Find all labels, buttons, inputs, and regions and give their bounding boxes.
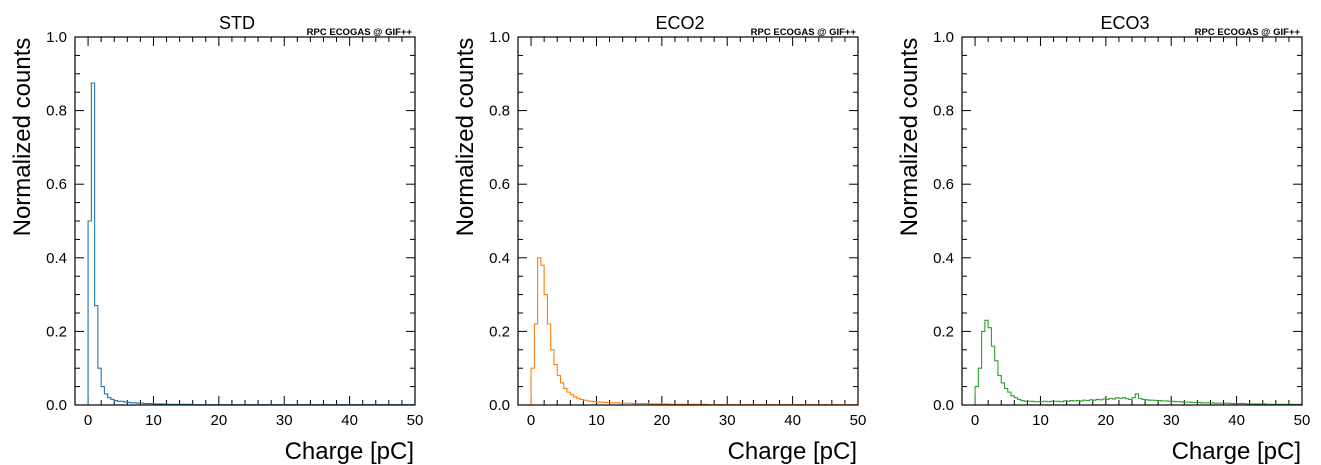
x-tick-label: 10 xyxy=(145,412,162,429)
y-tick-label: 0.8 xyxy=(489,103,510,120)
y-tick-label: 0.0 xyxy=(46,397,67,414)
x-tick-label: 50 xyxy=(407,412,424,429)
tick-layer: 0 10 20 30 40 50 0.0 0.2 0.4 0.6 0.8 1.0 xyxy=(46,29,423,429)
tick-layer: 0 10 20 30 40 50 0.0 0.2 0.4 0.6 0.8 1.0 xyxy=(933,29,1310,429)
panel-title: ECO2 xyxy=(655,13,704,33)
watermark-label: RPC ECOGAS @ GIF++ xyxy=(307,27,413,38)
y-tick-label: 0.8 xyxy=(933,103,954,120)
x-tick-label: 0 xyxy=(84,412,92,429)
y-tick-label: 0.4 xyxy=(489,250,510,267)
y-tick-label: 0.6 xyxy=(46,176,67,193)
watermark-label: RPC ECOGAS @ GIF++ xyxy=(751,27,857,38)
x-tick-label: 20 xyxy=(654,412,671,429)
x-tick-label: 30 xyxy=(719,412,736,429)
x-tick-label: 0 xyxy=(527,412,535,429)
x-tick-label: 20 xyxy=(211,412,228,429)
y-tick-label: 0.0 xyxy=(933,397,954,414)
y-axis-title: Normalized counts xyxy=(452,38,479,237)
watermark-label: RPC ECOGAS @ GIF++ xyxy=(1195,27,1301,38)
x-tick-label: 50 xyxy=(850,412,867,429)
panel-title: STD xyxy=(219,13,255,33)
y-tick-label: 0.2 xyxy=(933,323,954,340)
y-tick-label: 0.4 xyxy=(933,250,954,267)
y-tick-label: 0.8 xyxy=(46,103,67,120)
x-tick-label: 0 xyxy=(971,412,979,429)
y-tick-label: 0.4 xyxy=(46,250,67,267)
x-tick-label: 10 xyxy=(1032,412,1049,429)
panel-eco3: ECO3 RPC ECOGAS @ GIF++ Normalized count… xyxy=(896,13,1310,465)
plot-frame xyxy=(961,36,1303,406)
x-tick-label: 40 xyxy=(1228,412,1245,429)
x-axis-title: Charge [pC] xyxy=(728,438,857,465)
panel-std: STD RPC ECOGAS @ GIF++ Normalized counts… xyxy=(9,13,423,465)
y-axis-title: Normalized counts xyxy=(9,38,36,237)
x-tick-label: 40 xyxy=(341,412,358,429)
y-tick-label: 0.2 xyxy=(46,323,67,340)
y-axis-title: Normalized counts xyxy=(896,38,923,237)
x-tick-label: 40 xyxy=(784,412,801,429)
x-tick-label: 10 xyxy=(588,412,605,429)
x-tick-label: 30 xyxy=(1163,412,1180,429)
plot-frame xyxy=(517,36,859,406)
y-tick-label: 1.0 xyxy=(46,29,67,46)
x-tick-label: 30 xyxy=(276,412,293,429)
x-tick-label: 20 xyxy=(1098,412,1115,429)
y-tick-label: 1.0 xyxy=(489,29,510,46)
y-tick-label: 0.6 xyxy=(489,176,510,193)
y-tick-label: 0.0 xyxy=(489,397,510,414)
panel-eco2: ECO2 RPC ECOGAS @ GIF++ Normalized count… xyxy=(452,13,866,465)
y-tick-label: 0.6 xyxy=(933,176,954,193)
plot-frame xyxy=(74,36,416,406)
x-axis-title: Charge [pC] xyxy=(1172,438,1301,465)
tick-layer: 0 10 20 30 40 50 0.0 0.2 0.4 0.6 0.8 1.0 xyxy=(489,29,866,429)
x-tick-label: 50 xyxy=(1294,412,1311,429)
y-tick-label: 1.0 xyxy=(933,29,954,46)
x-axis-title: Charge [pC] xyxy=(285,438,414,465)
histogram-series xyxy=(974,319,1303,405)
y-tick-label: 0.2 xyxy=(489,323,510,340)
panel-title: ECO3 xyxy=(1100,13,1149,33)
histogram-layer xyxy=(974,319,1303,405)
